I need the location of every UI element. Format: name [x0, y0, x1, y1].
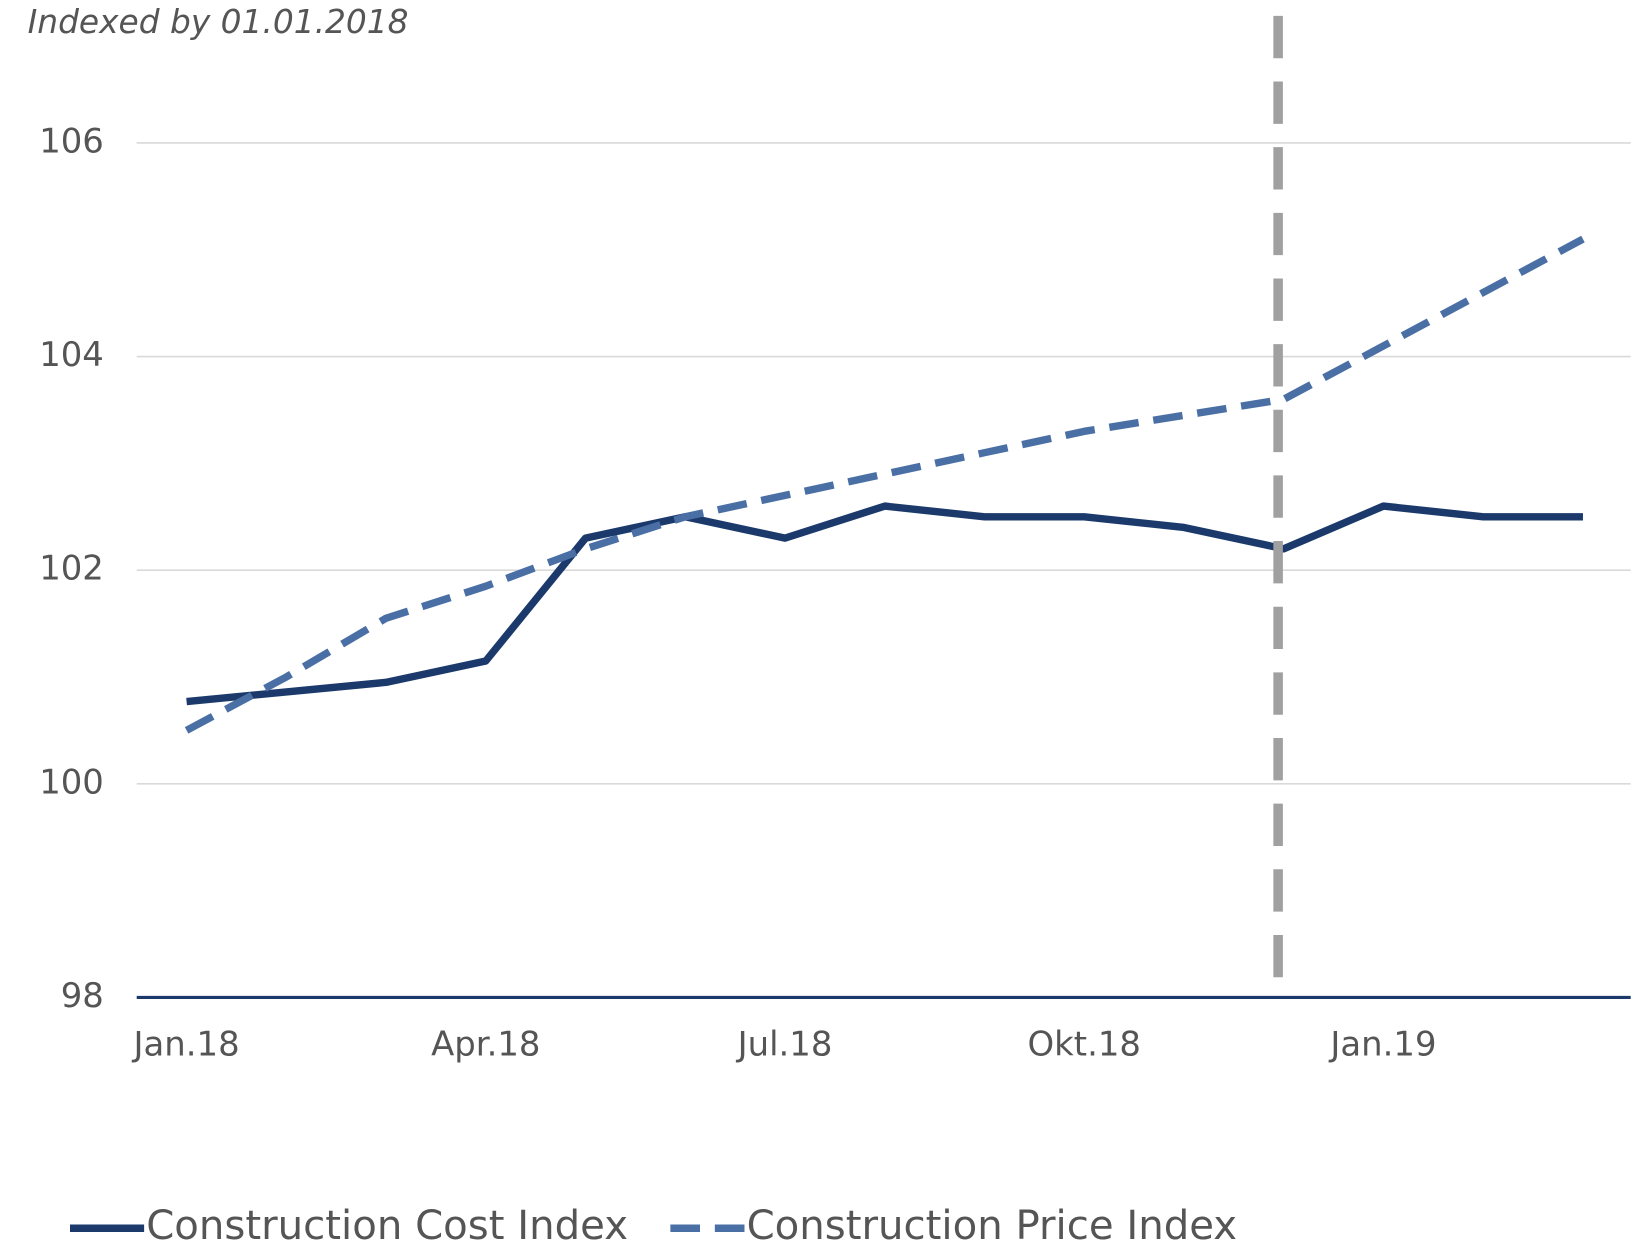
- x-tick-label: Jul.18: [736, 1025, 833, 1064]
- x-tick-label: Jan.18: [132, 1025, 240, 1064]
- y-tick-label: 102: [39, 549, 104, 588]
- y-tick-label: 100: [39, 762, 104, 801]
- y-tick-label: 104: [39, 335, 104, 374]
- legend-label: Construction Cost Index: [146, 1203, 628, 1242]
- y-tick-label: 106: [39, 121, 104, 160]
- line-series: [184, 235, 1585, 734]
- x-tick-label: Jan.19: [1328, 1025, 1436, 1064]
- line-series: [186, 502, 1583, 706]
- y-tick-label: 98: [61, 976, 104, 1015]
- chart-subtitle: Indexed by 01.01.2018: [28, 3, 409, 41]
- legend-label: Construction Price Index: [747, 1203, 1237, 1242]
- x-tick-label: Okt.18: [1028, 1025, 1141, 1064]
- x-tick-label: Apr.18: [431, 1025, 540, 1064]
